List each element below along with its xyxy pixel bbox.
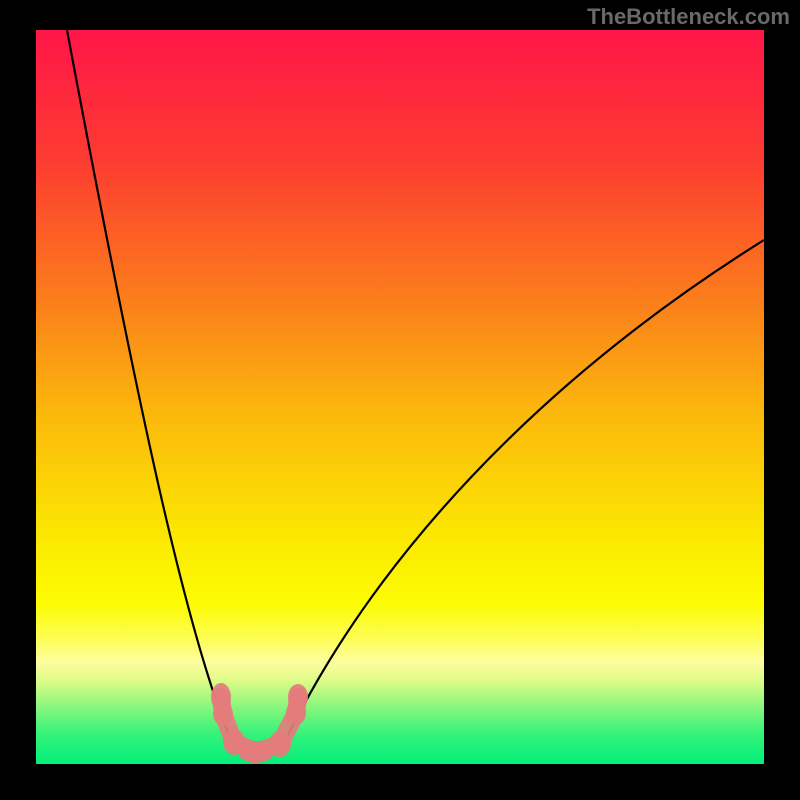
valley-marker xyxy=(269,731,291,757)
valley-marker-group xyxy=(211,683,308,763)
chart-svg xyxy=(36,30,764,764)
watermark-text: TheBottleneck.com xyxy=(587,4,790,30)
valley-marker xyxy=(288,684,308,710)
bottleneck-curve xyxy=(67,30,764,756)
plot-area xyxy=(36,30,764,764)
valley-marker xyxy=(213,702,233,726)
chart-container: { "canvas": { "width": 800, "height": 80… xyxy=(0,0,800,800)
valley-marker xyxy=(238,741,274,763)
